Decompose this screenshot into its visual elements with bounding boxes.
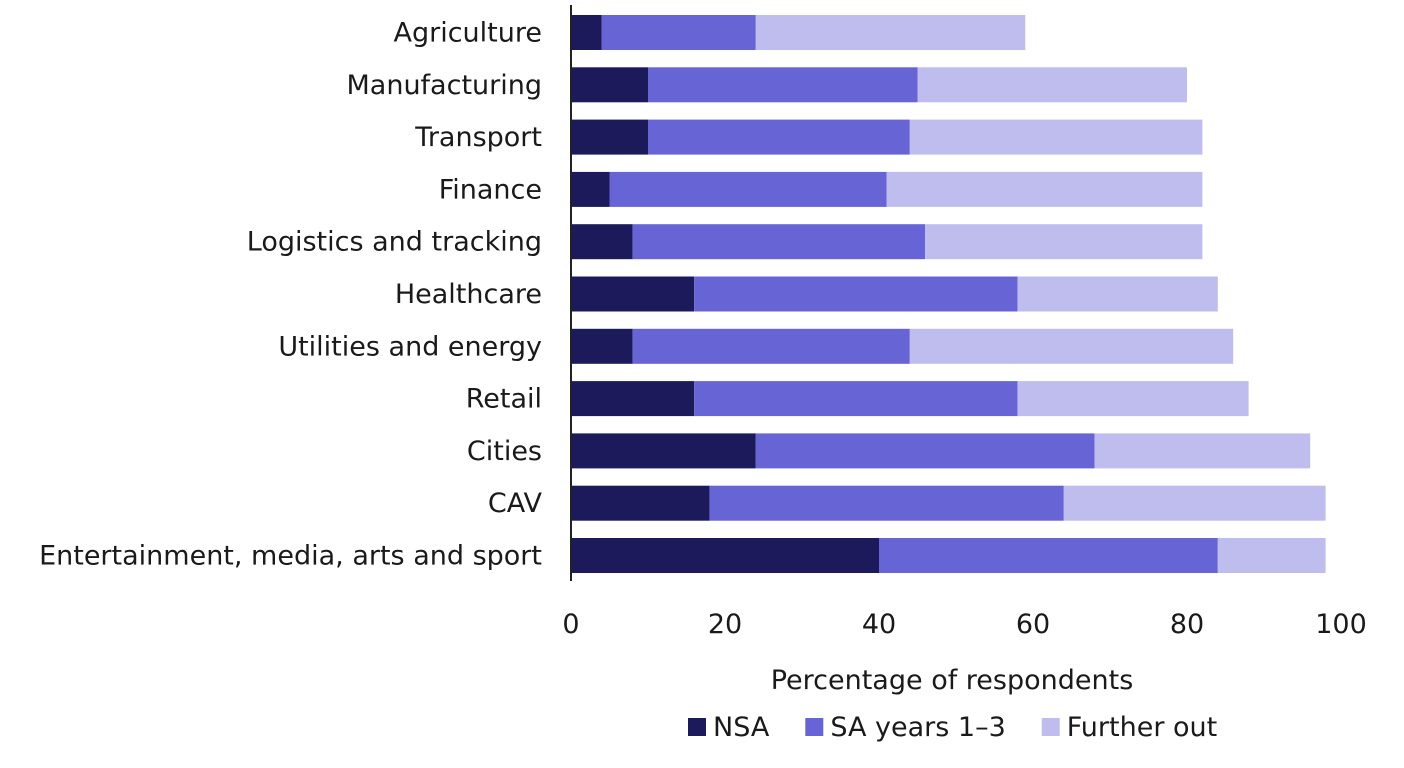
legend-label-nsa: NSA bbox=[713, 712, 770, 743]
bar-cav-sa-years-1-3 bbox=[709, 485, 1064, 521]
legend-swatch-sa-years-1-3 bbox=[805, 718, 824, 736]
category-label-logistics-and-tracking: Logistics and tracking bbox=[247, 227, 542, 258]
bar-healthcare-sa-years-1-3 bbox=[694, 276, 1018, 312]
category-labels: Agriculture Manufacturing Transport Finance… bbox=[39, 18, 542, 572]
legend-label-sa-years-1-3: SA years 1–3 bbox=[830, 712, 1005, 743]
bar-cities-nsa bbox=[571, 433, 756, 469]
category-label-cav: CAV bbox=[488, 488, 543, 519]
x-axis-title: Percentage of respondents bbox=[771, 665, 1134, 696]
bar-finance-further-out bbox=[886, 171, 1203, 207]
bar-agriculture-further-out bbox=[755, 15, 1026, 50]
bar-logistics-and-tracking-sa-years-1-3 bbox=[632, 224, 926, 260]
category-label-agriculture: Agriculture bbox=[394, 18, 543, 49]
x-tick-label: 60 bbox=[1016, 609, 1050, 640]
bar-finance-sa-years-1-3 bbox=[609, 171, 887, 207]
bar-manufacturing-further-out bbox=[917, 67, 1187, 103]
x-tick-label: 20 bbox=[708, 609, 742, 640]
legend-label-further-out: Further out bbox=[1067, 712, 1217, 743]
bar-cav-further-out bbox=[1063, 485, 1326, 521]
category-label-retail: Retail bbox=[466, 384, 542, 415]
bar-manufacturing-sa-years-1-3 bbox=[648, 67, 918, 103]
x-tick-label: 0 bbox=[562, 609, 579, 640]
x-tick-label: 100 bbox=[1315, 609, 1367, 640]
x-tick-label: 40 bbox=[862, 609, 896, 640]
bar-retail-further-out bbox=[1017, 381, 1249, 417]
category-label-manufacturing: Manufacturing bbox=[346, 70, 542, 101]
bar-retail-sa-years-1-3 bbox=[694, 381, 1018, 417]
bar-logistics-and-tracking-nsa bbox=[571, 224, 633, 260]
bars-group bbox=[571, 15, 1326, 573]
bar-entertainment-media-arts-and-sport-nsa bbox=[571, 538, 879, 573]
bar-transport-further-out bbox=[909, 119, 1203, 155]
category-label-entertainment-media-arts-and-sport: Entertainment, media, arts and sport bbox=[39, 541, 542, 572]
x-tick-label: 80 bbox=[1170, 609, 1204, 640]
bar-cities-further-out bbox=[1094, 433, 1311, 469]
bar-retail-nsa bbox=[571, 381, 695, 417]
bar-cav-nsa bbox=[571, 485, 710, 521]
bar-transport-sa-years-1-3 bbox=[648, 119, 910, 155]
bar-healthcare-nsa bbox=[571, 276, 695, 312]
category-label-cities: Cities bbox=[467, 436, 542, 467]
bar-logistics-and-tracking-further-out bbox=[925, 224, 1203, 260]
category-label-utilities-and-energy: Utilities and energy bbox=[278, 331, 542, 362]
bar-finance-nsa bbox=[571, 171, 610, 207]
bar-cities-sa-years-1-3 bbox=[755, 433, 1095, 469]
x-tick-labels: 0 20 40 60 80 100 bbox=[562, 609, 1366, 640]
bar-agriculture-nsa bbox=[571, 15, 602, 50]
category-label-healthcare: Healthcare bbox=[395, 279, 542, 310]
bar-healthcare-further-out bbox=[1017, 276, 1218, 312]
bar-utilities-and-energy-nsa bbox=[571, 328, 633, 364]
legend-swatch-further-out bbox=[1041, 718, 1060, 736]
category-label-finance: Finance bbox=[439, 174, 542, 205]
bar-transport-nsa bbox=[571, 119, 648, 155]
bar-entertainment-media-arts-and-sport-further-out bbox=[1217, 538, 1326, 573]
legend: NSA SA years 1–3 Further out bbox=[688, 712, 1217, 743]
bar-agriculture-sa-years-1-3 bbox=[601, 15, 756, 50]
legend-swatch-nsa bbox=[688, 718, 706, 736]
category-label-transport: Transport bbox=[414, 122, 542, 153]
bar-utilities-and-energy-further-out bbox=[909, 328, 1234, 364]
bar-manufacturing-nsa bbox=[571, 67, 648, 103]
bar-utilities-and-energy-sa-years-1-3 bbox=[632, 328, 910, 364]
bar-entertainment-media-arts-and-sport-sa-years-1-3 bbox=[879, 538, 1218, 573]
